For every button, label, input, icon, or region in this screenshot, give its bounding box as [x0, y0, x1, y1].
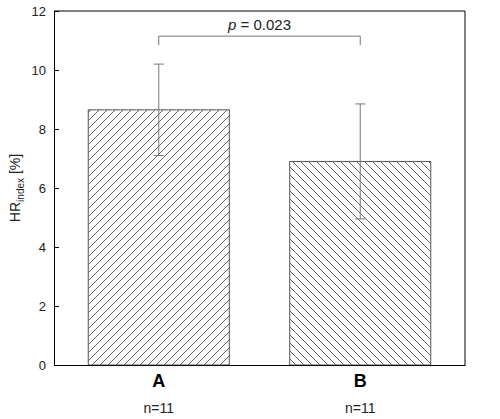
y-tick-label: 4: [39, 240, 46, 255]
n-label: n=11: [345, 400, 376, 416]
y-axis-title-main: HR: [7, 202, 23, 222]
x-tick-label: B: [354, 371, 367, 391]
x-tick-label: A: [152, 371, 165, 391]
y-tick-mark: [54, 188, 59, 189]
annotation: p = 0.023: [227, 16, 291, 33]
n-label: n=11: [144, 400, 175, 416]
y-axis-title-unit: [%]: [7, 154, 23, 178]
y-tick: 8: [39, 122, 59, 137]
marks: [88, 64, 431, 365]
y-tick: 10: [32, 63, 59, 78]
x-tick: A: [152, 365, 165, 391]
x-tick: B: [354, 365, 367, 391]
y-tick-mark: [54, 129, 59, 130]
y-tick-label: 8: [39, 122, 46, 137]
plot-frame: [54, 11, 465, 365]
significance-bracket: [159, 36, 360, 45]
x-axis: AB: [55, 365, 466, 391]
y-tick-label: 2: [39, 299, 46, 314]
y-tick-mark: [54, 306, 59, 307]
y-tick-mark: [54, 70, 59, 71]
y-tick-mark: [54, 11, 59, 12]
y-tick-label: 10: [32, 63, 46, 78]
x-axis-line: [55, 365, 466, 366]
y-tick: 2: [39, 299, 59, 314]
y-tick-label: 12: [32, 4, 46, 19]
y-axis-title: HRindex [%]: [7, 154, 26, 222]
y-tick: 12: [32, 4, 59, 19]
y-axis: 0 2 4 6 8 10 12: [32, 4, 59, 373]
y-axis-title-subscript: index: [15, 178, 26, 202]
y-tick-label: 0: [39, 358, 46, 373]
y-tick-label: 6: [39, 181, 46, 196]
y-tick-mark: [54, 247, 59, 248]
y-tick: 6: [39, 181, 59, 196]
error-bar: [355, 104, 365, 219]
y-tick: 4: [39, 240, 59, 255]
error-bar: [154, 64, 164, 155]
